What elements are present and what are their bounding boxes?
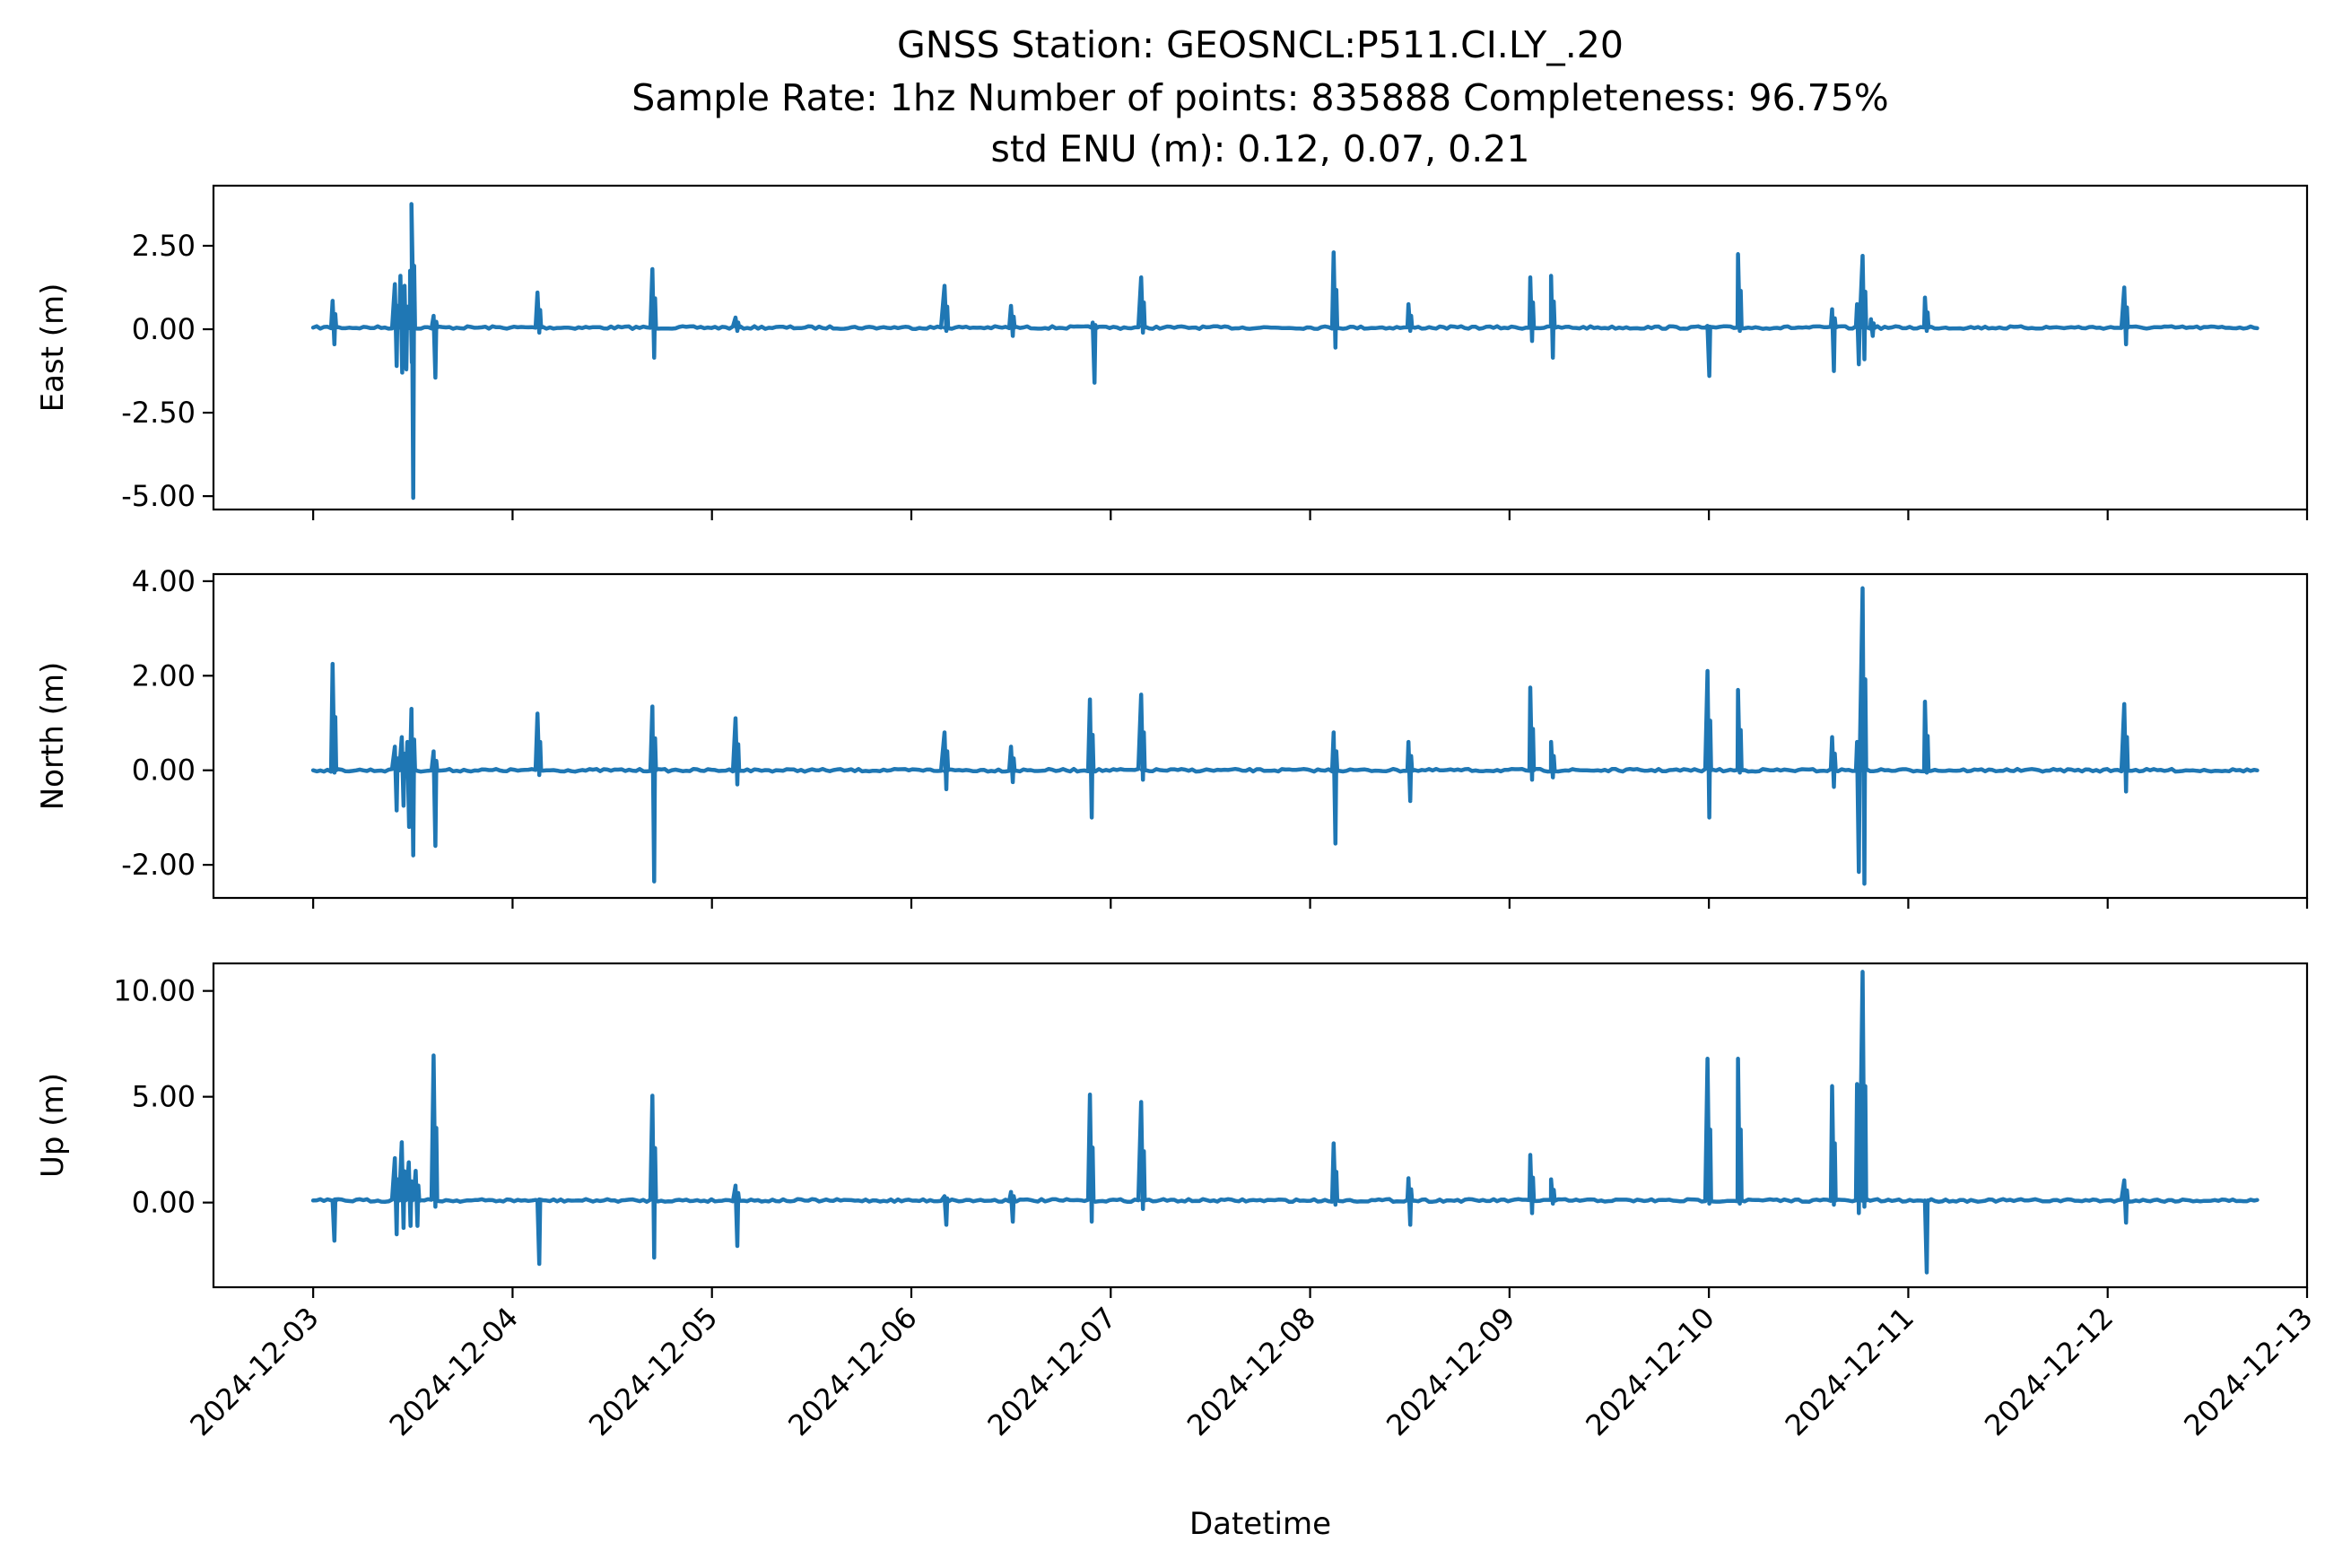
x-tick-label: 2024-12-12	[1978, 1301, 2120, 1442]
x-tick-label: 2024-12-13	[2177, 1301, 2319, 1442]
y-tick-label: -5.00	[121, 479, 196, 513]
x-tick-label: 2024-12-11	[1779, 1301, 1920, 1442]
x-axis-label: Datetime	[1189, 1506, 1331, 1542]
y-axis-label: Up (m)	[35, 1073, 71, 1178]
y-tick-label: 2.50	[132, 229, 196, 263]
plot-frame	[212, 184, 2309, 511]
y-tick-label: 4.00	[132, 564, 196, 598]
x-tick-label: 2024-12-08	[1180, 1301, 1322, 1442]
plot-frame	[212, 962, 2309, 1289]
y-axis-label: East (m)	[35, 283, 71, 413]
x-tick-label: 2024-12-05	[582, 1301, 724, 1442]
y-tick-label: -2.00	[121, 848, 196, 882]
y-tick-label: 5.00	[132, 1080, 196, 1114]
plot-frame	[212, 572, 2309, 900]
x-tick-label: 2024-12-04	[383, 1301, 525, 1442]
figure-title-line-1: GNSS Station: GEOSNCL:P511.CI.LY_.20	[897, 23, 1624, 66]
figure-title-line-2: Sample Rate: 1hz Number of points: 83588…	[631, 76, 1889, 119]
x-tick-label: 2024-12-03	[183, 1301, 325, 1442]
x-tick-label: 2024-12-07	[981, 1301, 1123, 1442]
series-line	[310, 586, 2260, 886]
x-tick-label: 2024-12-06	[781, 1301, 923, 1442]
y-tick-label: 10.00	[113, 974, 196, 1008]
panel-up: 10.00 5.00 0.00 Up (m)	[35, 962, 2309, 1298]
y-axis-label: North (m)	[35, 662, 71, 811]
y-tick-label: 2.00	[132, 658, 196, 693]
panel-north: 4.00 2.00 0.00 -2.00 North (m)	[35, 564, 2309, 909]
y-tick-label: 0.00	[132, 754, 196, 788]
x-axis-tick-labels: 2024-12-03 2024-12-04 2024-12-05 2024-12-06…	[183, 1301, 2319, 1442]
figure-title-line-3: std ENU (m): 0.12, 0.07, 0.21	[991, 127, 1530, 170]
y-tick-label: 0.00	[132, 1186, 196, 1220]
x-tick-label: 2024-12-10	[1579, 1301, 1720, 1442]
series-line	[310, 202, 2260, 501]
panel-east: 2.50 0.00 -2.50 -5.00 East (m)	[35, 184, 2309, 520]
y-tick-label: 0.00	[132, 312, 196, 346]
series-line	[310, 970, 2260, 1275]
y-tick-label: -2.50	[121, 396, 196, 430]
x-tick-label: 2024-12-09	[1380, 1301, 1521, 1442]
